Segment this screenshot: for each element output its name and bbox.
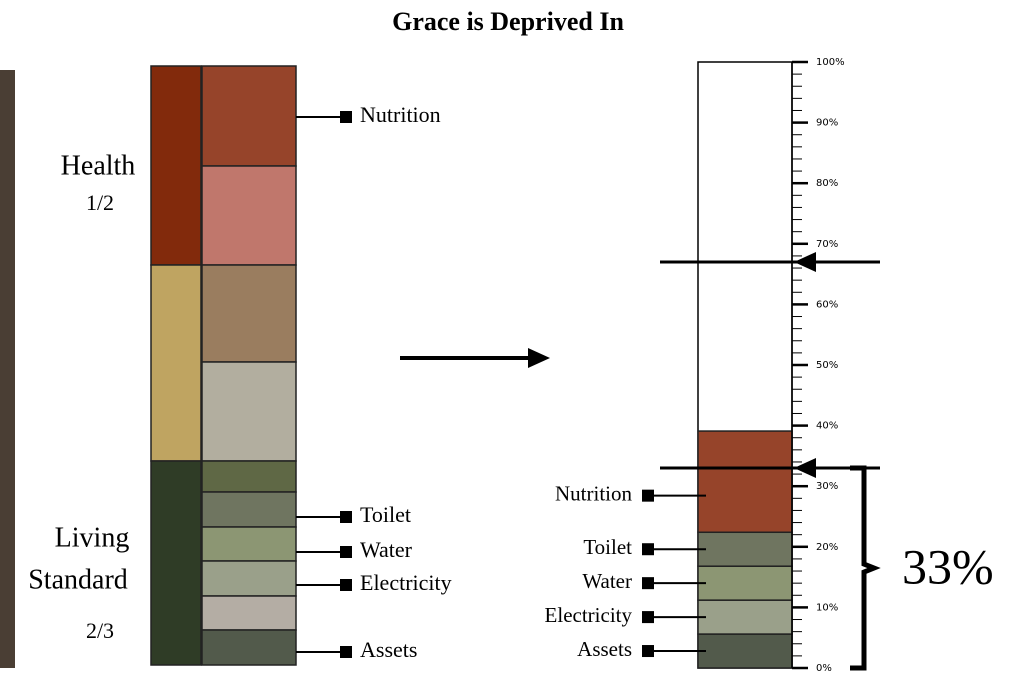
indicator-label: Nutrition	[555, 481, 632, 505]
tick-label: 100%	[816, 57, 845, 68]
tick-label: 0%	[816, 663, 832, 674]
tick-label: 90%	[816, 118, 838, 129]
tick-label: 30%	[816, 481, 838, 492]
segment	[697, 633, 793, 669]
indicator-label: Electricity	[545, 603, 633, 627]
callout-square	[340, 579, 352, 591]
segment	[697, 599, 793, 635]
deprivation-scale: Assets Electricity Water Toilet Nutrition 0% 1…	[545, 57, 994, 674]
dimension-weight: 2/3	[86, 618, 114, 643]
indicator-label: Assets	[360, 637, 417, 662]
indicator-label: Toilet	[583, 535, 632, 559]
tick-label: 80%	[816, 178, 838, 189]
title: Grace is Deprived In	[392, 7, 624, 36]
dimension-label: Living	[55, 522, 130, 553]
indicator-block	[201, 560, 297, 597]
left-column	[150, 65, 297, 666]
indicator-label: Water	[360, 537, 413, 562]
indicator-label: Electricity	[360, 570, 452, 595]
bracket	[850, 465, 881, 671]
callout-square	[340, 546, 352, 558]
callout-square	[340, 511, 352, 523]
indicator-block	[201, 460, 297, 493]
cutoff-label: 33%	[902, 538, 994, 594]
left-callouts: Nutrition Toilet Water Electricity Assets	[296, 102, 452, 662]
indicator-block	[201, 526, 297, 562]
indicator-block	[201, 595, 297, 631]
indicator-block	[201, 65, 297, 167]
indicator-label: Toilet	[360, 502, 411, 527]
education-block	[150, 264, 202, 462]
transition-arrow	[400, 348, 550, 368]
callout-square	[340, 111, 352, 123]
segment	[697, 430, 793, 534]
indicator-block	[201, 629, 297, 666]
callout-square	[642, 489, 654, 502]
tick-label: 60%	[816, 299, 838, 310]
segment	[697, 531, 793, 567]
cutoff-arrow	[794, 458, 816, 479]
cutoff-arrow	[794, 251, 816, 272]
indicator-block	[201, 491, 297, 528]
living-block	[150, 460, 202, 666]
callout-square	[642, 577, 654, 590]
callout-square	[642, 543, 654, 556]
indicator-block	[201, 165, 297, 266]
tick-label: 40%	[816, 421, 838, 432]
indicator-label: Nutrition	[360, 102, 441, 127]
indicator-label: Water	[582, 569, 632, 593]
dimension-label: Standard	[28, 564, 128, 595]
health-block	[150, 65, 202, 266]
indicator-label: Assets	[577, 637, 632, 661]
callout-square	[642, 645, 654, 658]
segment	[697, 565, 793, 601]
dimension-label: Health	[61, 150, 136, 181]
indicator-block	[201, 361, 297, 462]
photo-strip	[0, 70, 15, 668]
callout-square	[340, 646, 352, 658]
tick-label: 10%	[816, 602, 838, 613]
tick-label: 70%	[816, 239, 838, 250]
callout-square	[642, 611, 654, 624]
tick-label: 50%	[816, 360, 838, 371]
tick-label: 20%	[816, 542, 838, 553]
dimension-weight: 1/2	[86, 190, 114, 215]
indicator-block	[201, 264, 297, 363]
